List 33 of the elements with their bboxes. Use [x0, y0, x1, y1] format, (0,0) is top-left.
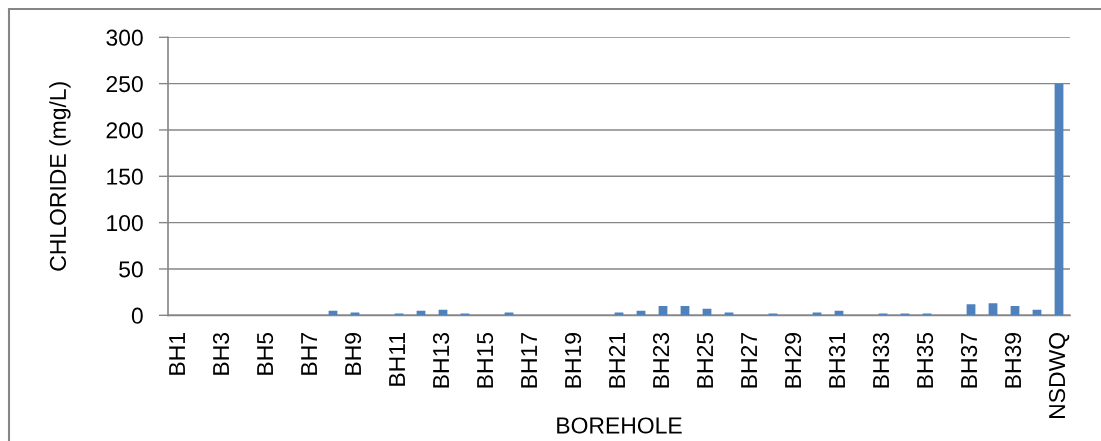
y-tick-label: 250: [106, 75, 143, 93]
y-tick-label: 50: [119, 261, 143, 278]
x-tick-label: BH29: [784, 333, 802, 388]
x-tick-label: BH31: [828, 333, 846, 388]
x-tick-label: BH23: [652, 332, 670, 388]
bar: [1054, 83, 1064, 316]
bar: [988, 303, 998, 316]
y-tick-label: 150: [107, 168, 143, 185]
x-tick-label: BH5: [257, 332, 274, 375]
y-tick-label: 300: [106, 29, 143, 46]
x-tick-label: NSDWQ: [1048, 333, 1070, 418]
bar: [966, 304, 976, 316]
x-tick-label: BH15: [477, 332, 494, 388]
x-tick-label: BH27: [740, 333, 757, 388]
x-tick-label: BH13: [432, 332, 450, 388]
x-tick-label: BH35: [916, 332, 934, 388]
x-tick-label: BH39: [1004, 333, 1022, 388]
x-tick-label: BH21: [608, 333, 625, 388]
x-tick-label: BH1: [169, 333, 185, 375]
y-tick-label: 0: [131, 307, 143, 324]
x-tick-label: BH3: [212, 332, 230, 375]
y-axis-title: CHLORIDE (mg/L): [49, 82, 71, 271]
x-tick-label: BH17: [521, 333, 537, 388]
y-tick-label: 100: [107, 214, 143, 232]
x-tick-label: BH11: [389, 333, 405, 386]
x-tick-label: BH19: [564, 333, 582, 388]
x-axis-title: BOREHOLE: [557, 417, 682, 434]
x-tick-label: BH25: [696, 332, 714, 388]
x-tick-label: BH37: [960, 333, 978, 388]
x-tick-label: BH7: [301, 333, 317, 375]
x-tick-label: BH9: [344, 333, 362, 375]
x-tick-label: BH33: [872, 332, 890, 388]
y-tick-label: 200: [106, 122, 143, 139]
